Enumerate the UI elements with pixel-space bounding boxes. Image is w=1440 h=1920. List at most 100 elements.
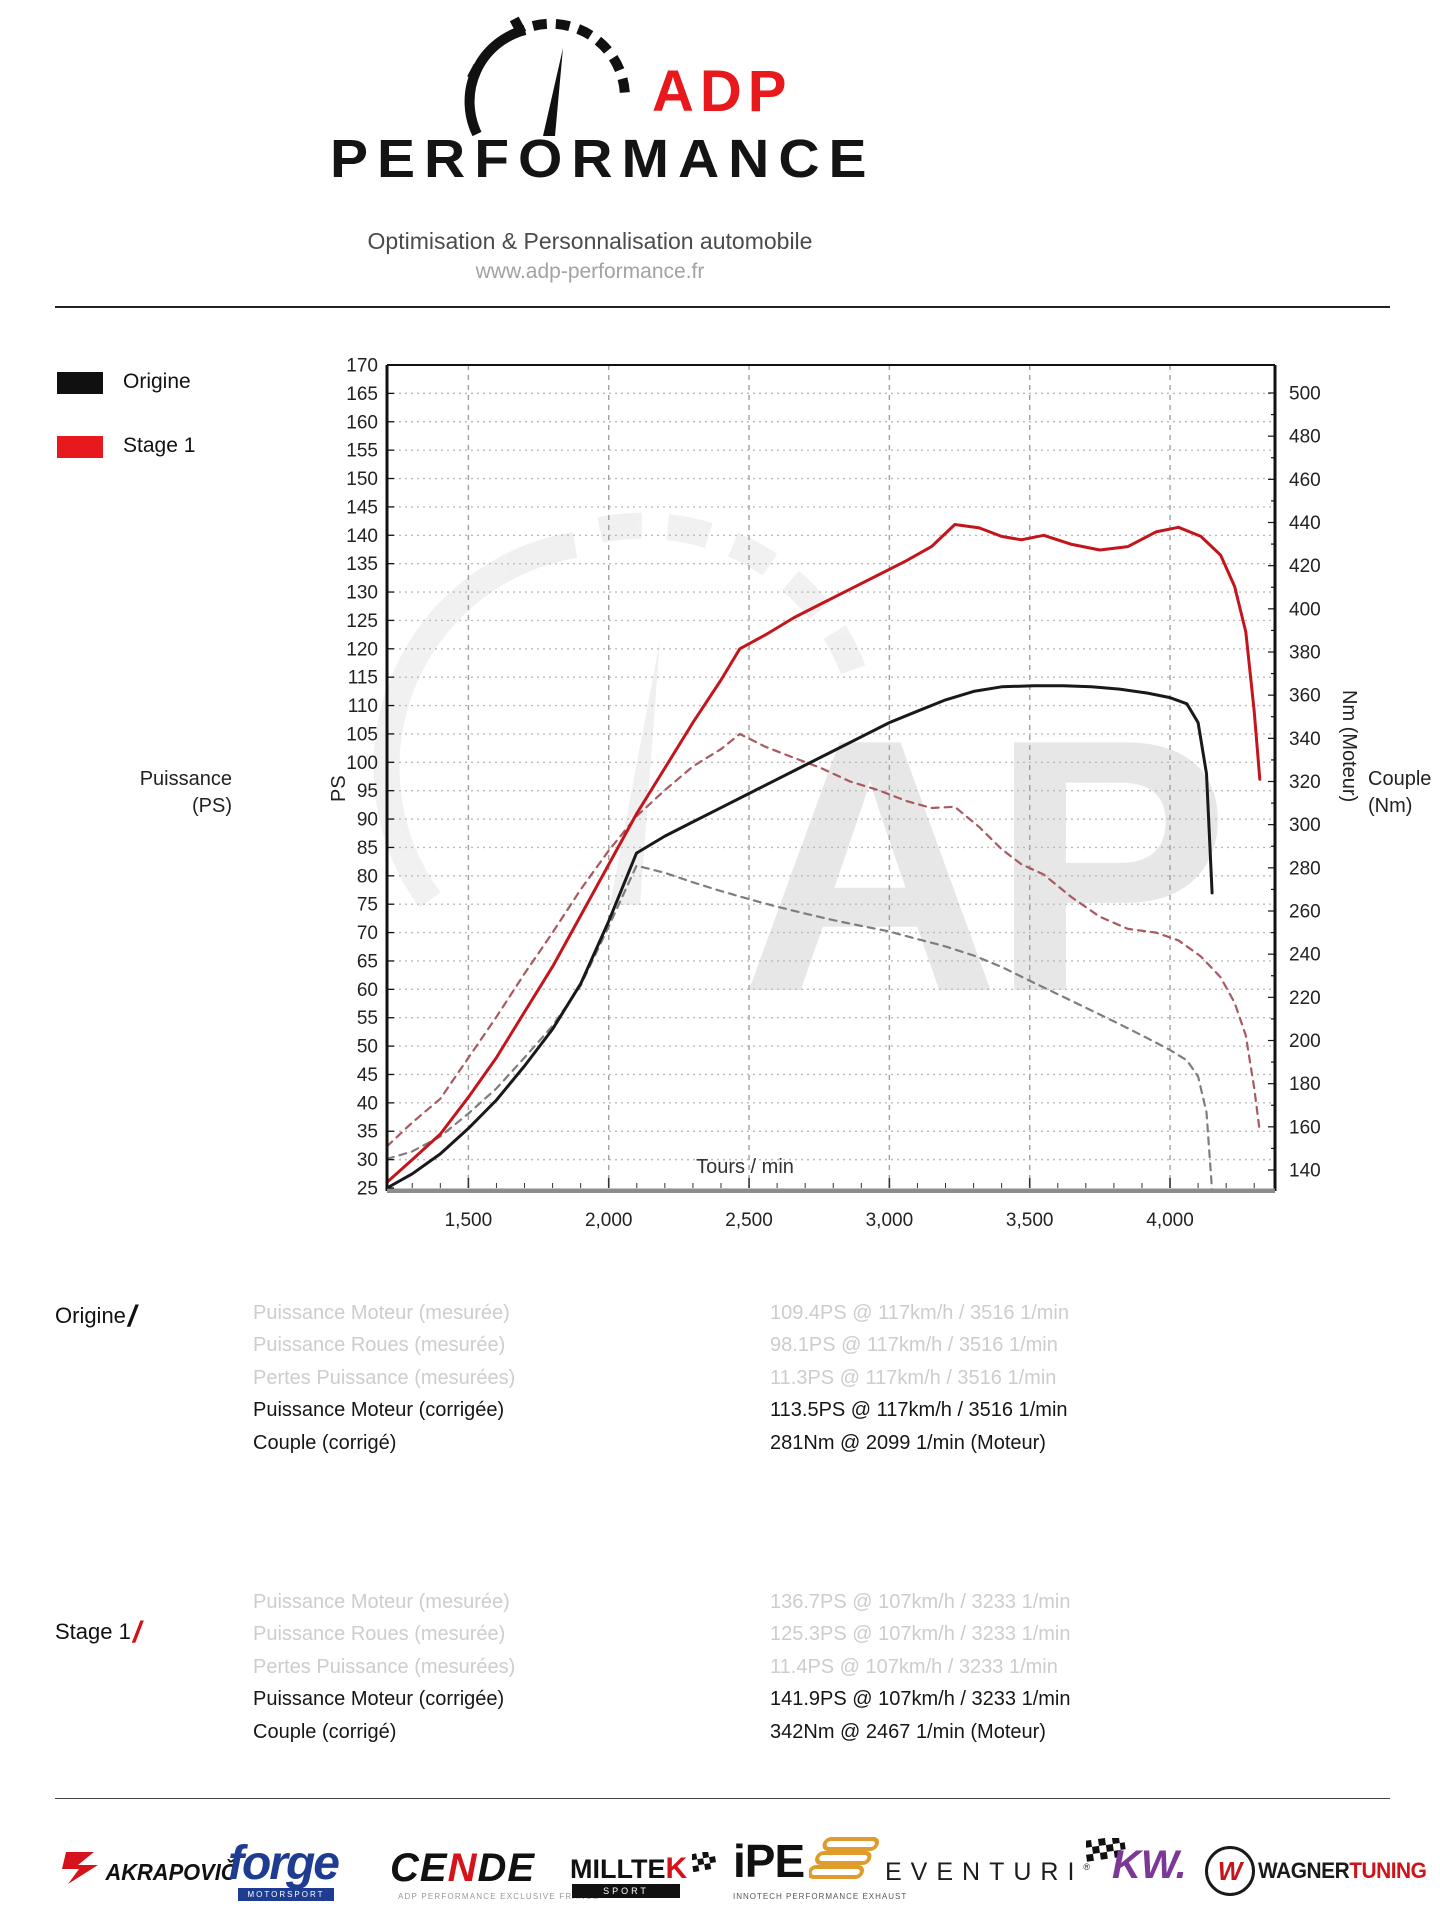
svg-text:45: 45 — [357, 1065, 378, 1086]
svg-text:400: 400 — [1289, 599, 1321, 620]
legend-label-origine: Origine — [123, 370, 191, 393]
origine-results-table: Puissance Moteur (mesurée) 109.4PS @ 117k… — [253, 1297, 1193, 1459]
legend-label-stage1: Stage 1 — [123, 434, 196, 457]
watermark: AP — [373, 512, 1230, 1067]
logo-ipe: iPE — [733, 1834, 887, 1888]
svg-text:480: 480 — [1289, 427, 1321, 448]
stage1-heading: Stage 1/ — [55, 1616, 142, 1649]
logo-akrapovic: AKRAPOVIČ — [62, 1850, 240, 1891]
svg-text:60: 60 — [357, 980, 378, 1001]
table-row: Puissance Moteur (mesurée) 136.7PS @ 107k… — [253, 1591, 1071, 1613]
table-row: Couple (corrigé) 281Nm @ 2099 1/min (Mote… — [253, 1431, 1046, 1454]
svg-text:100: 100 — [346, 753, 378, 774]
logo-wagnertuning: WAGNERTUNING — [1258, 1858, 1427, 1883]
svg-text:55: 55 — [357, 1008, 378, 1029]
table-row: Couple (corrigé) 342Nm @ 2467 1/min (Mote… — [253, 1720, 1046, 1743]
milltek-sport-bar: SPORT — [572, 1884, 680, 1898]
ipe-subtitle: INNOTECH PERFORMANCE EXHAUST — [733, 1892, 908, 1901]
svg-text:140: 140 — [346, 526, 378, 547]
svg-text:A: A — [740, 665, 1000, 1067]
table-row: Puissance Moteur (corrigée) 141.9PS @ 107… — [253, 1688, 1071, 1711]
brand-website-link[interactable]: www.adp-performance.fr — [475, 260, 705, 283]
svg-text:320: 320 — [1289, 772, 1321, 793]
svg-text:380: 380 — [1289, 643, 1321, 664]
left-axis-ticks: 25 30 35 40 45 50 55 60 65 70 75 80 85 90 95 100 105 110 1… — [346, 356, 394, 1200]
svg-text:200: 200 — [1289, 1031, 1321, 1052]
brand-tagline: Optimisation & Personnalisation automobi… — [367, 228, 813, 254]
svg-text:115: 115 — [348, 668, 378, 689]
svg-text:35: 35 — [357, 1122, 378, 1143]
right-axis-title: Couple (Nm) — [1368, 768, 1432, 817]
svg-text:150: 150 — [346, 469, 378, 490]
legend-swatch-origine — [57, 372, 103, 394]
brand-performance: PERFORMANCE — [330, 128, 876, 190]
cende-subtitle: ADP PERFORMANCE EXCLUSIVE FRANCE — [398, 1892, 600, 1901]
svg-text:120: 120 — [346, 639, 378, 660]
svg-text:160: 160 — [1289, 1117, 1321, 1138]
grid-vertical — [467, 365, 1171, 1188]
svg-text:65: 65 — [357, 951, 378, 972]
svg-text:110: 110 — [348, 696, 378, 717]
logo-eventuri: EVENTURI® — [885, 1858, 1091, 1886]
stage1-results-table: Puissance Moteur (mesurée) 136.7PS @ 107k… — [253, 1586, 1193, 1748]
right-axis-ticks: 140 160 180 200 220 240 260 280 300 320 340 360 380 4… — [1268, 384, 1321, 1182]
logo-milltek: MILLTEK — [570, 1851, 718, 1886]
svg-text:125: 125 — [346, 611, 378, 632]
svg-text:360: 360 — [1289, 686, 1321, 707]
table-row: Puissance Moteur (corrigée) 113.5PS @ 117… — [253, 1399, 1068, 1422]
svg-text:3,000: 3,000 — [866, 1210, 914, 1231]
gauge-logo-icon — [464, 16, 631, 137]
svg-text:140: 140 — [1289, 1161, 1321, 1182]
svg-text:70: 70 — [357, 923, 378, 944]
svg-text:85: 85 — [357, 838, 378, 859]
series-stage1-puissance — [385, 523, 1262, 1184]
x-axis-title: Tours / min — [696, 1156, 794, 1178]
svg-text:300: 300 — [1289, 815, 1321, 836]
svg-text:155: 155 — [346, 441, 378, 462]
origine-heading: Origine/ — [55, 1300, 137, 1333]
logo-kw: KW. — [1084, 1836, 1187, 1888]
svg-text:4,000: 4,000 — [1146, 1210, 1194, 1231]
milltek-checkered-flag-icon — [689, 1851, 716, 1873]
svg-text:90: 90 — [357, 810, 378, 831]
legend-swatch-stage1 — [57, 436, 103, 458]
top-divider — [55, 306, 1390, 308]
svg-text:1,500: 1,500 — [445, 1210, 493, 1231]
svg-text:95: 95 — [357, 781, 378, 802]
svg-text:440: 440 — [1289, 513, 1321, 534]
grid-horizontal — [387, 392, 1275, 1161]
kw-checkered-flag-icon — [1084, 1836, 1126, 1862]
table-row: Puissance Moteur (mesurée) 109.4PS @ 117k… — [253, 1302, 1069, 1324]
svg-text:420: 420 — [1289, 556, 1321, 577]
svg-text:220: 220 — [1289, 988, 1321, 1009]
bottom-divider — [55, 1798, 1390, 1799]
svg-text:180: 180 — [1289, 1074, 1321, 1095]
origine-slash: / — [127, 1300, 137, 1333]
svg-text:165: 165 — [346, 384, 378, 405]
left-axis-unit: PS — [328, 775, 350, 802]
ipe-exhaust-icon — [807, 1837, 879, 1879]
series-origine-puissance — [385, 684, 1214, 1190]
svg-text:260: 260 — [1289, 902, 1321, 923]
brand-adp: ADP — [652, 59, 793, 124]
svg-text:170: 170 — [346, 356, 378, 377]
svg-text:145: 145 — [346, 497, 378, 518]
svg-text:340: 340 — [1289, 729, 1321, 750]
series-stage1-couple — [385, 732, 1261, 1148]
svg-text:2,500: 2,500 — [725, 1210, 773, 1231]
akrapovic-arrow-icon — [62, 1852, 98, 1884]
svg-text:500: 500 — [1289, 384, 1321, 405]
svg-text:240: 240 — [1289, 945, 1321, 966]
svg-text:135: 135 — [346, 554, 378, 575]
svg-text:75: 75 — [357, 895, 378, 916]
svg-text:130: 130 — [346, 583, 378, 604]
wagner-tuning-icon: W — [1205, 1846, 1255, 1896]
svg-text:105: 105 — [346, 724, 378, 745]
table-row: Pertes Puissance (mesurées) 11.3PS @ 117k… — [253, 1366, 1057, 1389]
logo-cende: CENDE — [390, 1846, 536, 1890]
svg-text:50: 50 — [357, 1037, 378, 1058]
series-origine-couple — [385, 864, 1214, 1193]
stage1-slash: / — [132, 1616, 142, 1649]
svg-text:80: 80 — [357, 866, 378, 887]
